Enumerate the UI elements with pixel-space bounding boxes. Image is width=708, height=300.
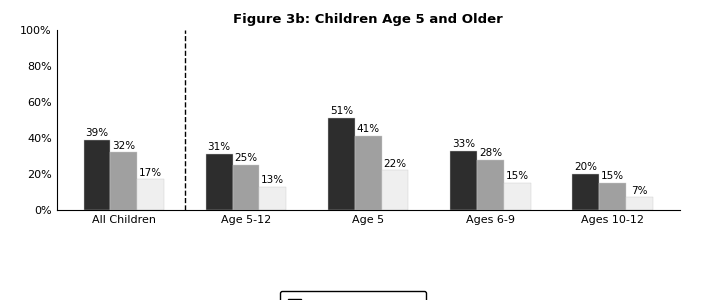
Bar bbox=[626, 197, 653, 210]
Bar bbox=[450, 151, 477, 210]
Text: 28%: 28% bbox=[479, 148, 502, 158]
Bar bbox=[84, 140, 110, 210]
Bar bbox=[504, 183, 530, 210]
Bar bbox=[137, 179, 164, 210]
Text: 25%: 25% bbox=[234, 153, 258, 163]
Text: 32%: 32% bbox=[113, 141, 135, 151]
Legend: <= 100% Poverty, <=150% Poverty, All Eligible Children: <= 100% Poverty, <=150% Poverty, All Eli… bbox=[280, 291, 426, 300]
Text: 17%: 17% bbox=[139, 168, 162, 178]
Bar bbox=[206, 154, 232, 210]
Text: 41%: 41% bbox=[357, 124, 379, 134]
Bar bbox=[259, 187, 286, 210]
Text: 20%: 20% bbox=[574, 162, 597, 172]
Text: 33%: 33% bbox=[452, 139, 475, 149]
Text: 31%: 31% bbox=[207, 142, 231, 152]
Bar bbox=[572, 174, 599, 210]
Text: 22%: 22% bbox=[384, 159, 406, 169]
Text: 39%: 39% bbox=[86, 128, 108, 138]
Text: 51%: 51% bbox=[330, 106, 353, 116]
Text: 15%: 15% bbox=[506, 171, 529, 181]
Bar bbox=[355, 136, 382, 210]
Bar bbox=[232, 165, 259, 210]
Bar bbox=[382, 170, 409, 210]
Title: Figure 3b: Children Age 5 and Older: Figure 3b: Children Age 5 and Older bbox=[233, 13, 503, 26]
Bar bbox=[599, 183, 626, 210]
Bar bbox=[110, 152, 137, 210]
Bar bbox=[328, 118, 355, 210]
Bar bbox=[477, 160, 504, 210]
Text: 15%: 15% bbox=[601, 171, 624, 181]
Text: 13%: 13% bbox=[261, 175, 285, 185]
Text: 7%: 7% bbox=[631, 186, 648, 196]
